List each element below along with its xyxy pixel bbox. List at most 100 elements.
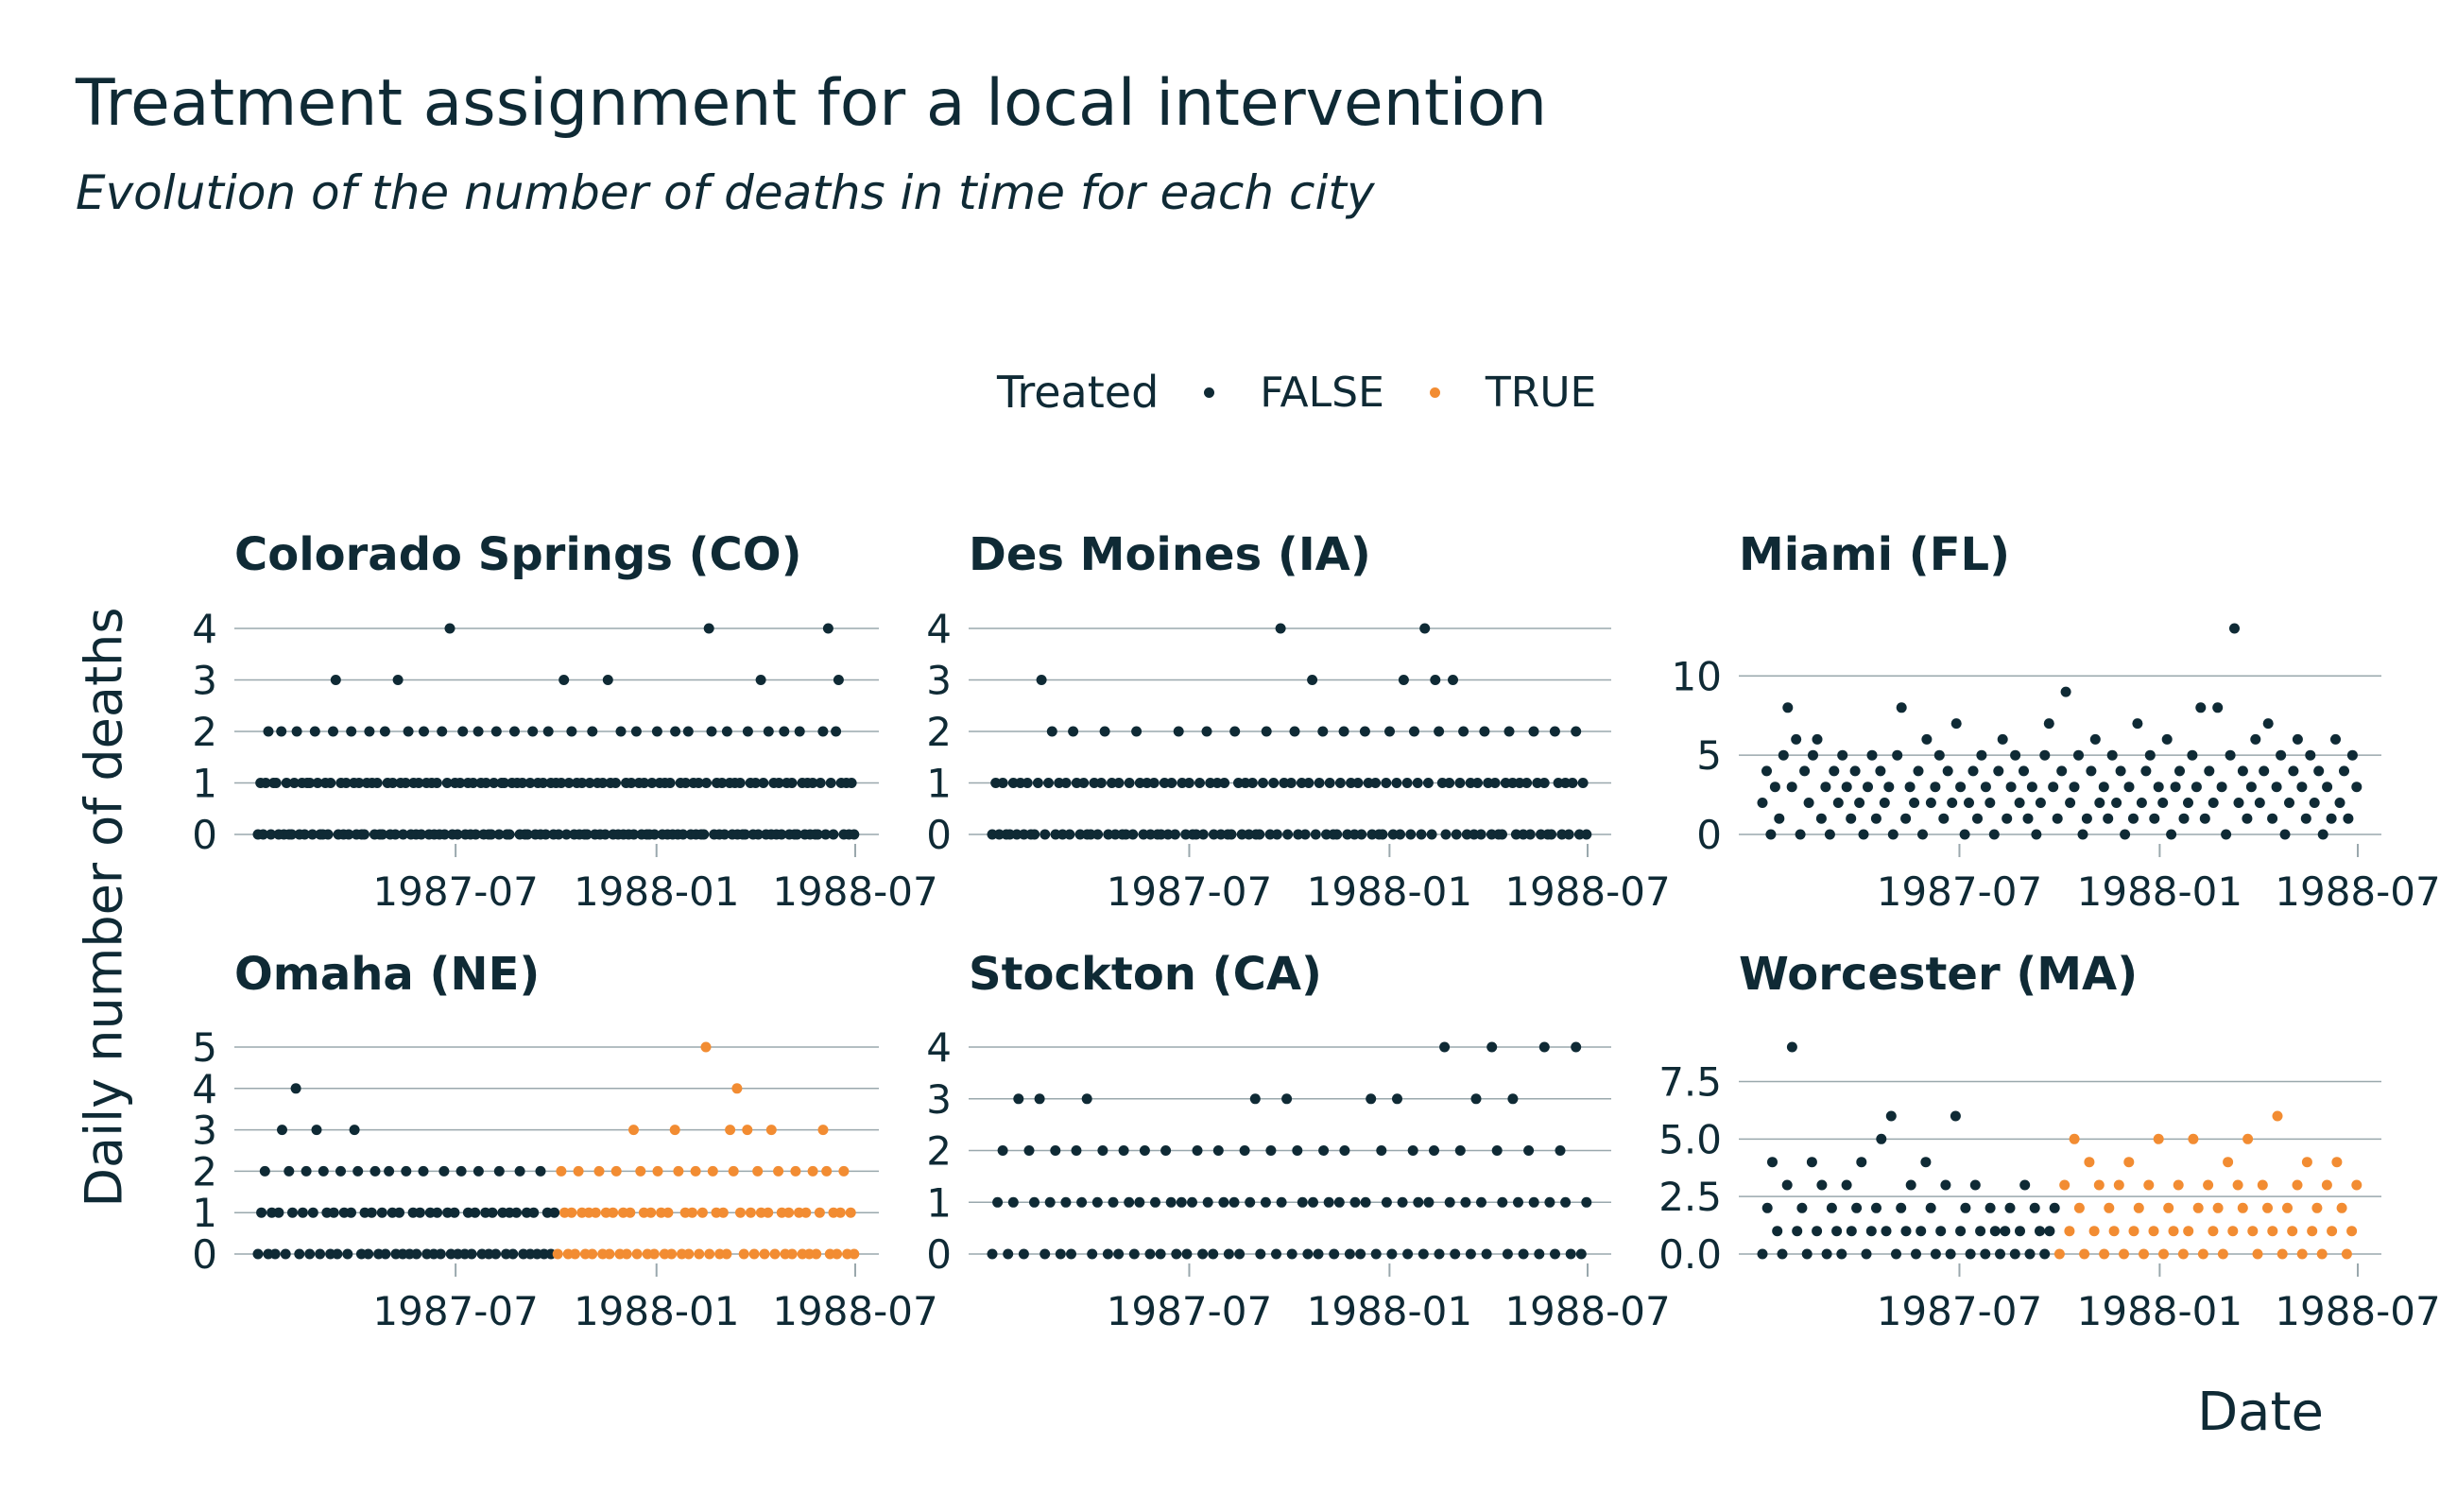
- y-tick-label-omaha-ne: 4: [192, 1066, 217, 1112]
- data-point-stockton-ca: [1555, 1145, 1566, 1156]
- data-point-worcester-ma: [2336, 1202, 2347, 1213]
- data-point-miami-fl: [1870, 813, 1881, 824]
- data-point-miami-fl: [1786, 782, 1797, 793]
- data-point-worcester-ma: [2177, 1248, 2189, 1260]
- data-point-miami-fl: [2022, 813, 2034, 824]
- data-point-omaha-ne: [838, 1165, 850, 1177]
- data-point-miami-fl: [2111, 798, 2122, 808]
- data-point-miami-fl: [2322, 782, 2333, 793]
- data-point-worcester-ma: [1905, 1179, 1916, 1191]
- data-point-omaha-ne: [535, 1165, 546, 1177]
- data-point-miami-fl: [2317, 829, 2328, 840]
- data-point-omaha-ne: [773, 1165, 784, 1177]
- data-point-worcester-ma: [2287, 1226, 2298, 1237]
- data-point-des-moines-ia: [1131, 726, 1143, 737]
- data-point-omaha-ne: [731, 1083, 743, 1094]
- data-point-stockton-ca: [987, 1248, 998, 1260]
- data-point-omaha-ne: [625, 1207, 636, 1218]
- data-point-stockton-ca: [1128, 1248, 1140, 1260]
- data-point-worcester-ma: [2113, 1179, 2124, 1191]
- data-point-colorado-springs-co: [307, 829, 318, 840]
- data-point-stockton-ca: [1171, 1248, 1182, 1260]
- data-point-des-moines-ia: [1258, 778, 1268, 788]
- data-point-colorado-springs-co: [649, 829, 661, 840]
- data-point-miami-fl: [2052, 813, 2063, 824]
- data-point-stockton-ca: [1407, 1145, 1418, 1156]
- data-point-colorado-springs-co: [517, 778, 528, 788]
- data-point-des-moines-ia: [1409, 726, 1419, 737]
- data-point-miami-fl: [2233, 798, 2244, 808]
- data-point-stockton-ca: [1176, 1196, 1187, 1208]
- data-point-des-moines-ia: [1148, 778, 1160, 788]
- data-point-omaha-ne: [721, 1248, 732, 1260]
- data-point-worcester-ma: [2024, 1248, 2036, 1260]
- panel-colorado-springs-co: Colorado Springs (CO) 0 1 2 3 4 1987-07 1988-01…: [192, 528, 937, 915]
- data-point-worcester-ma: [2232, 1179, 2243, 1191]
- data-point-worcester-ma: [2203, 1179, 2214, 1191]
- data-point-colorado-springs-co: [812, 829, 823, 840]
- data-point-omaha-ne: [259, 1165, 270, 1177]
- data-point-stockton-ca: [1339, 1145, 1350, 1156]
- data-point-stockton-ca: [1560, 1196, 1572, 1208]
- data-point-colorado-springs-co: [403, 726, 414, 737]
- x-tick-label-des-moines-ia: 1988-07: [1504, 868, 1671, 915]
- data-point-omaha-ne: [493, 1165, 505, 1177]
- data-point-miami-fl: [1896, 702, 1907, 713]
- data-point-colorado-springs-co: [752, 829, 764, 840]
- data-point-miami-fl: [2245, 782, 2257, 793]
- data-point-miami-fl: [2086, 765, 2097, 777]
- panel-title-des-moines-ia: Des Moines (IA): [969, 528, 1371, 581]
- data-point-worcester-ma: [2000, 1226, 2011, 1237]
- data-point-stockton-ca: [1565, 1248, 1576, 1260]
- data-point-colorado-springs-co: [281, 778, 292, 788]
- data-point-colorado-springs-co: [584, 778, 595, 788]
- y-tick-label-stockton-ca: 3: [926, 1076, 952, 1123]
- data-point-miami-fl: [2271, 782, 2282, 793]
- data-point-worcester-ma: [1841, 1179, 1852, 1191]
- data-point-stockton-ca: [1333, 1196, 1345, 1208]
- data-point-colorado-springs-co: [468, 778, 479, 788]
- data-point-miami-fl: [1774, 813, 1785, 824]
- data-point-colorado-springs-co: [721, 726, 732, 737]
- data-point-omaha-ne: [280, 1248, 291, 1260]
- data-point-des-moines-ia: [1099, 726, 1110, 737]
- data-point-miami-fl: [2262, 718, 2274, 730]
- data-point-omaha-ne: [297, 1207, 308, 1218]
- data-point-des-moines-ia: [1229, 726, 1241, 737]
- data-point-stockton-ca: [1044, 1196, 1056, 1208]
- data-point-miami-fl: [1761, 765, 1772, 777]
- data-point-miami-fl: [1967, 765, 1979, 777]
- data-point-miami-fl: [2120, 829, 2131, 840]
- data-point-colorado-springs-co: [740, 829, 751, 840]
- data-point-miami-fl: [2292, 733, 2303, 745]
- data-point-stockton-ca: [1108, 1196, 1119, 1208]
- data-point-miami-fl: [1993, 765, 2004, 777]
- data-point-colorado-springs-co: [664, 778, 676, 788]
- data-point-colorado-springs-co: [541, 829, 551, 840]
- data-point-des-moines-ia: [1310, 829, 1321, 840]
- data-point-worcester-ma: [2341, 1248, 2352, 1260]
- data-point-omaha-ne: [573, 1165, 584, 1177]
- data-point-worcester-ma: [2223, 1157, 2234, 1168]
- data-point-des-moines-ia: [1324, 778, 1335, 788]
- y-tick-label-des-moines-ia: 4: [926, 606, 952, 652]
- data-point-stockton-ca: [1234, 1248, 1246, 1260]
- data-point-des-moines-ia: [1538, 778, 1550, 788]
- data-point-colorado-springs-co: [678, 829, 689, 840]
- data-point-colorado-springs-co: [670, 726, 681, 737]
- data-point-omaha-ne: [301, 1165, 312, 1177]
- data-point-worcester-ma: [2163, 1202, 2174, 1213]
- data-point-colorado-springs-co: [489, 778, 500, 788]
- data-point-colorado-springs-co: [266, 829, 277, 840]
- data-point-colorado-springs-co: [260, 778, 271, 788]
- data-point-colorado-springs-co: [651, 726, 662, 737]
- data-point-colorado-springs-co: [734, 778, 746, 788]
- data-point-des-moines-ia: [1581, 829, 1592, 840]
- data-point-omaha-ne: [700, 1041, 712, 1053]
- data-point-miami-fl: [1812, 733, 1823, 745]
- data-point-stockton-ca: [1249, 1093, 1261, 1105]
- data-point-stockton-ca: [1318, 1145, 1330, 1156]
- data-point-miami-fl: [2035, 798, 2046, 808]
- data-point-worcester-ma: [2346, 1226, 2358, 1237]
- data-point-omaha-ne: [284, 1165, 295, 1177]
